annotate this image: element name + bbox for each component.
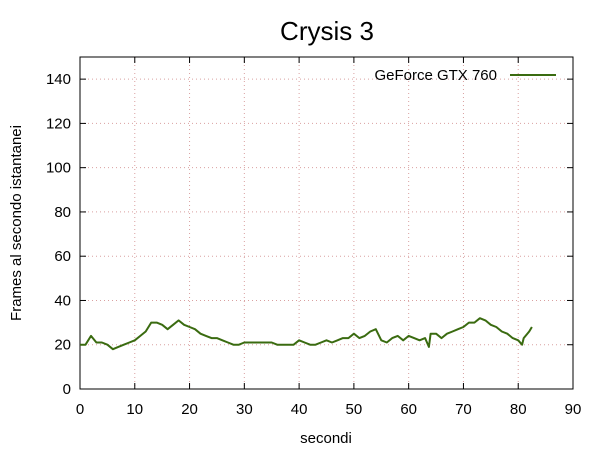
y-tick-label: 20 [54, 337, 71, 354]
x-tick-label: 0 [76, 401, 84, 418]
x-tick-label: 10 [126, 401, 143, 418]
y-tick-label: 60 [54, 248, 71, 265]
series-layer [80, 317, 533, 351]
y-axis: 0 20 40 60 80 100 120 140 [46, 71, 573, 398]
series-line-0 [80, 317, 533, 351]
y-tick-label: 80 [54, 204, 71, 221]
plot-frame [79, 56, 574, 390]
x-tick-label: 50 [346, 401, 363, 418]
x-axis-label: secondi [300, 430, 352, 447]
x-tick-label: 80 [510, 401, 527, 418]
x-tick-label: 40 [291, 401, 308, 418]
legend: GeForce GTX 760 [374, 67, 556, 84]
x-tick-label: 70 [455, 401, 472, 418]
grid [80, 57, 573, 389]
legend-label: GeForce GTX 760 [374, 67, 497, 84]
y-tick-label: 120 [46, 115, 71, 132]
x-tick-label: 60 [400, 401, 417, 418]
y-axis-label: Frames al secondo istantanei [8, 125, 25, 321]
chart-title: Crysis 3 [280, 16, 374, 46]
y-tick-label: 140 [46, 71, 71, 88]
x-axis: 0 10 20 30 40 50 60 70 80 90 [76, 57, 582, 418]
x-tick-label: 20 [181, 401, 198, 418]
x-tick-label: 30 [236, 401, 253, 418]
y-tick-label: 40 [54, 292, 71, 309]
x-tick-label: 90 [565, 401, 582, 418]
y-tick-label: 0 [63, 381, 71, 398]
y-tick-label: 100 [46, 160, 71, 177]
